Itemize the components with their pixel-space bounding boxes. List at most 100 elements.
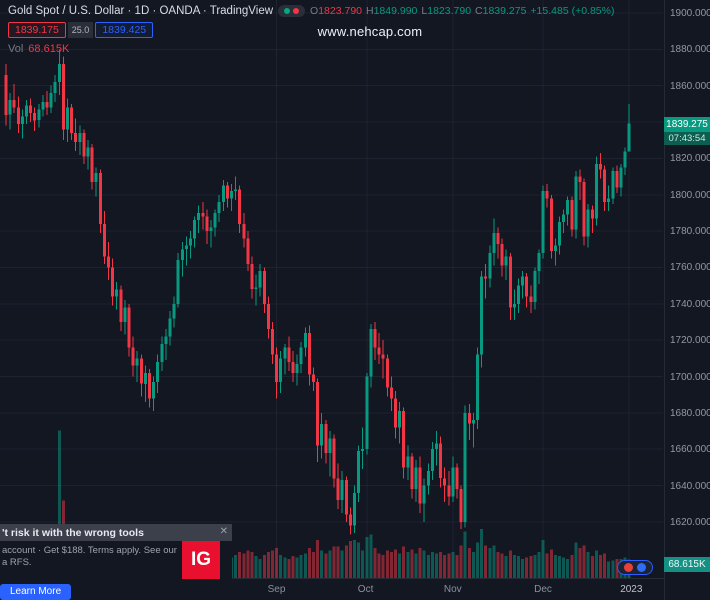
candle-body xyxy=(545,191,549,199)
candle-body xyxy=(558,222,561,246)
volume-bar xyxy=(394,549,397,578)
candle-body xyxy=(172,303,176,319)
time-axis-label: 2023 xyxy=(620,584,643,595)
low-label: L xyxy=(421,5,428,17)
candle-body xyxy=(295,363,299,373)
candle-body xyxy=(78,133,82,143)
red-status-dot-icon xyxy=(293,8,300,14)
candle-body xyxy=(20,116,24,124)
volume-bar xyxy=(340,550,344,578)
candle-body xyxy=(549,198,553,252)
market-status-pill[interactable] xyxy=(278,5,306,17)
volume-bar xyxy=(615,558,619,578)
candle-body xyxy=(86,147,90,157)
candle-body xyxy=(250,263,254,290)
candle-body xyxy=(394,398,397,428)
volume-bar xyxy=(496,552,500,578)
candle-body xyxy=(590,209,594,219)
candle-body xyxy=(340,480,344,501)
candle-body xyxy=(49,93,53,108)
candle-body xyxy=(402,411,406,468)
sell-button[interactable]: 1839.175 xyxy=(8,22,66,38)
candle-body xyxy=(418,467,422,504)
candle-body xyxy=(127,307,131,348)
ad-terms-line1: account · Get $188. Terms apply. See our xyxy=(2,545,177,556)
volume-bar xyxy=(558,556,561,578)
candle-body xyxy=(90,147,94,182)
candle-body xyxy=(139,358,143,384)
ig-logo[interactable]: IG xyxy=(182,541,220,579)
candle-body xyxy=(443,478,447,486)
volume-bar xyxy=(484,545,488,578)
volume-bar xyxy=(512,554,516,578)
volume-bar xyxy=(275,548,279,578)
candle-body xyxy=(4,74,8,115)
red-circle-icon xyxy=(624,563,633,572)
candle-body xyxy=(324,423,328,453)
volume-bar xyxy=(283,557,287,578)
time-scale[interactable]: Sep Oct Nov Dec 2023 xyxy=(0,578,664,600)
volume-bar xyxy=(447,553,451,578)
volume-bar xyxy=(586,552,590,578)
candle-body xyxy=(164,336,168,344)
volume-bar xyxy=(295,557,299,578)
candle-body xyxy=(230,191,233,199)
high-label: H xyxy=(366,5,374,17)
learn-more-button[interactable]: Learn More xyxy=(0,584,72,600)
candle-body xyxy=(365,376,369,450)
volume-bar xyxy=(271,550,274,578)
candle-body xyxy=(500,243,504,266)
high-value: 1849.990 xyxy=(373,5,418,17)
candle-body xyxy=(299,347,303,364)
candle-body xyxy=(369,329,373,377)
last-price-value: 1839.275 xyxy=(664,117,710,132)
volume-bar xyxy=(303,553,307,578)
candle-body xyxy=(209,227,213,232)
candle-body xyxy=(422,485,426,504)
candle-body xyxy=(271,329,274,355)
volume-bar xyxy=(533,554,537,578)
volume-bar xyxy=(324,553,328,578)
candle-body xyxy=(201,212,205,217)
price-scale[interactable]: 1900.0001880.0001860.0001840.0001820.000… xyxy=(664,0,710,600)
candle-body xyxy=(426,471,430,486)
volume-bar xyxy=(344,545,348,578)
ad-body: account · Get $188. Terms apply. See our… xyxy=(0,541,232,580)
candle-body xyxy=(107,256,110,268)
volume-label: Vol xyxy=(8,43,24,55)
volume-bar xyxy=(500,553,504,578)
candle-body xyxy=(152,382,156,399)
ad-close-button[interactable]: ✕ xyxy=(220,526,228,537)
volume-bar xyxy=(377,553,381,578)
time-axis-label: Oct xyxy=(357,584,374,595)
green-status-dot-icon xyxy=(284,8,291,14)
volume-bar xyxy=(357,542,361,578)
emoji-reactions-pill[interactable] xyxy=(617,560,653,575)
volume-bar xyxy=(246,550,250,578)
volume-bar xyxy=(562,557,566,578)
buy-button[interactable]: 1839.425 xyxy=(95,22,154,38)
volume-bar xyxy=(517,556,520,578)
candle-body xyxy=(504,256,508,266)
candle-body xyxy=(123,307,127,322)
ad-terms-line2: a RFS. xyxy=(2,557,32,568)
symbol-title[interactable]: Gold Spot / U.S. Dollar · 1D · OANDA · T… xyxy=(8,5,274,17)
grid-layer xyxy=(0,0,663,578)
candle-body xyxy=(180,249,184,261)
price-tick-label: 1880.000 xyxy=(670,44,710,56)
candle-body xyxy=(492,232,496,253)
volume-value: 68.615K xyxy=(28,43,70,55)
volume-bar xyxy=(537,552,541,578)
candle-body xyxy=(70,107,74,133)
candle-body xyxy=(529,296,533,302)
candle-body xyxy=(406,456,410,468)
candle-body xyxy=(57,63,61,83)
candle-body xyxy=(266,303,270,330)
volume-bar xyxy=(262,554,266,578)
candle-body xyxy=(320,423,324,446)
close-icon: ✕ xyxy=(219,526,228,537)
candle-body xyxy=(389,387,393,399)
candle-body xyxy=(217,202,221,213)
candle-body xyxy=(377,347,381,355)
